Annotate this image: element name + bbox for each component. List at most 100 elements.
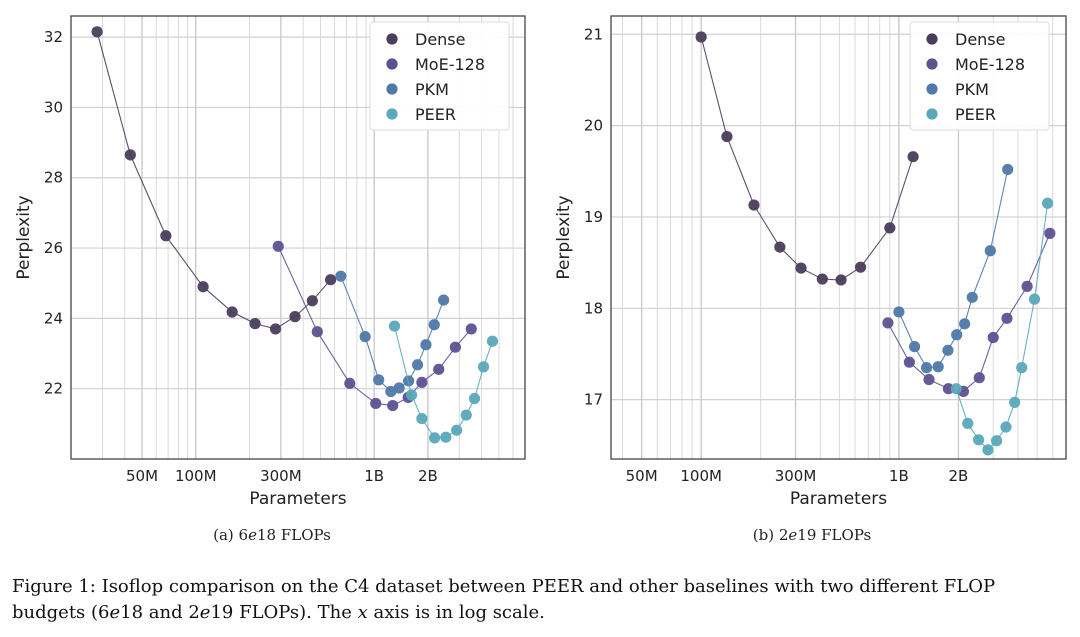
x-axis-title: Parameters [249, 489, 346, 509]
x-tick-label: 300M [260, 467, 302, 485]
data-point [269, 323, 282, 335]
y-axis-title: Perplexity [554, 195, 574, 279]
legend-marker [386, 33, 398, 45]
subcaption-part: (a) 6 [213, 526, 248, 544]
data-point [1028, 293, 1041, 305]
data-point [893, 306, 905, 318]
data-point [438, 294, 450, 306]
series-line [340, 275, 445, 393]
legend-marker [926, 108, 938, 120]
data-point [428, 319, 440, 331]
chart-panel-b: 50M 100M 300M 1B 2B 17 18 19 20 21 Dense MoE-128 PKM… [554, 15, 1067, 544]
data-point [289, 311, 301, 323]
y-tick-label: 24 [44, 309, 63, 327]
x-tick-label: 100M [680, 467, 722, 485]
y-tick-label: 21 [584, 25, 603, 43]
data-point [982, 444, 994, 456]
data-point [344, 377, 356, 390]
data-point [416, 376, 428, 388]
caption-part: 18 and 2 [120, 602, 200, 623]
data-point [468, 392, 481, 405]
series-line [277, 246, 472, 407]
y-tick-label: 18 [584, 299, 603, 317]
data-point [1002, 163, 1014, 176]
data-point [942, 383, 955, 395]
series-dense [91, 26, 337, 335]
data-point [465, 323, 477, 335]
legend-marker [386, 58, 398, 70]
data-point [695, 31, 707, 43]
data-point [325, 274, 337, 286]
legend-marker [926, 33, 938, 45]
x-tick-label: 2B [948, 467, 968, 485]
x-tick-label: 2B [418, 467, 438, 485]
data-point [903, 356, 915, 368]
legend-marker [386, 83, 398, 95]
data-point [932, 361, 944, 373]
subcaption-part: e [788, 526, 797, 544]
y-tick-label: 20 [584, 117, 603, 135]
legend-marker [926, 58, 938, 70]
caption-part: axis is in log scale. [367, 602, 545, 623]
plot-frame [610, 15, 1067, 460]
x-tick-label: 1B [889, 467, 909, 485]
series-line [887, 233, 1051, 392]
data-point [359, 331, 371, 343]
data-point [1009, 396, 1021, 408]
caption-part: 19 FLOPs). The [210, 602, 358, 623]
data-point [451, 424, 463, 436]
data-point [411, 359, 424, 371]
data-point [388, 320, 401, 332]
data-point [991, 435, 1003, 447]
data-point [449, 341, 461, 353]
series-pkm [893, 163, 1014, 374]
data-point [1001, 312, 1013, 324]
legend-label: PKM [955, 80, 989, 99]
data-point [951, 329, 963, 341]
data-point [387, 399, 399, 412]
y-tick-label: 28 [44, 169, 63, 187]
data-point [1000, 421, 1012, 433]
x-axis-ticks: 50M 100M 300M 1B 2B [126, 16, 438, 485]
data-point [393, 382, 405, 394]
data-point [882, 317, 894, 329]
subcaption-part: (b) 2 [753, 526, 789, 544]
series-peer [388, 320, 499, 444]
data-point [306, 295, 318, 307]
series-line [700, 36, 914, 281]
data-point [124, 149, 136, 161]
legend-box [909, 21, 1050, 131]
subcaption: (a) 6e18 FLOPs [213, 526, 331, 544]
data-point [987, 331, 999, 344]
data-point [907, 151, 919, 163]
data-point [160, 230, 172, 242]
subcaption: (b) 2e19 FLOPs [753, 526, 871, 544]
data-point [748, 199, 760, 211]
data-point [854, 261, 867, 273]
data-point [795, 262, 807, 274]
series-line [393, 325, 494, 439]
series-line [96, 31, 332, 330]
subcaption-part: 18 FLOPs [257, 526, 331, 544]
data-point [884, 222, 896, 234]
x-tick-label: 1B [364, 467, 384, 485]
data-point [433, 363, 445, 375]
data-point [460, 409, 472, 421]
data-point [1021, 280, 1033, 292]
figure-caption: Figure 1: Isoflop comparison on the C4 d… [12, 574, 1072, 626]
legend-label: PEER [415, 105, 456, 124]
data-point [908, 341, 921, 353]
x-axis-title: Parameters [790, 489, 887, 509]
data-point [1044, 227, 1056, 239]
series-dense [695, 31, 919, 286]
legend: Dense MoE-128 PKM PEER [369, 21, 510, 131]
data-point [440, 431, 452, 443]
data-point [405, 389, 418, 401]
caption-part: e [199, 602, 211, 623]
legend-marker [386, 108, 398, 120]
y-tick-label: 30 [44, 98, 63, 116]
x-axis-ticks: 50M 100M 300M 1B 2B [626, 16, 968, 485]
y-tick-label: 19 [584, 208, 603, 226]
data-point [923, 373, 935, 386]
x-tick-label: 100M [175, 467, 217, 485]
